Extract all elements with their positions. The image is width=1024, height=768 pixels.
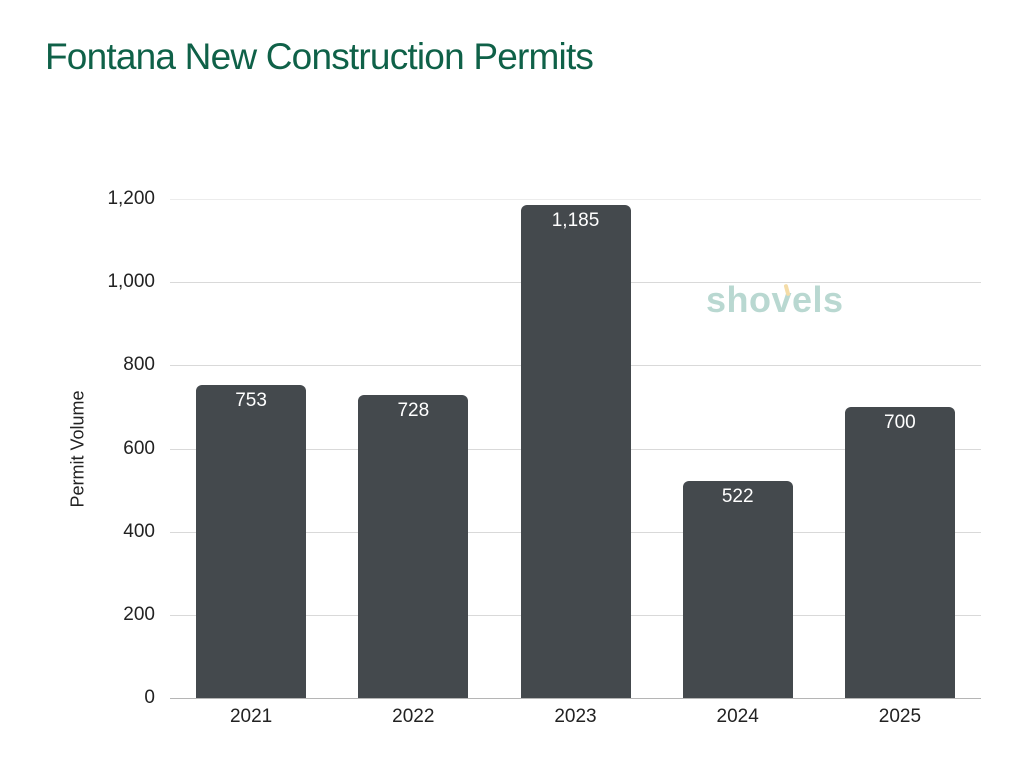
bar-2025: 700 xyxy=(844,406,955,698)
y-tick-label: 200 xyxy=(123,603,155,625)
bar-value-label: 753 xyxy=(235,389,267,411)
chart-title: Fontana New Construction Permits xyxy=(45,36,594,77)
bar-value-label: 700 xyxy=(884,411,916,433)
bar-value-label: 522 xyxy=(721,485,754,507)
bar-value-label: 728 xyxy=(397,400,430,422)
x-tick-label: 2024 xyxy=(716,706,759,727)
x-tick-label: 2025 xyxy=(878,706,922,727)
plot-area: 753 728 1,185 522 700 xyxy=(170,199,981,699)
bar-2023: 1,185 xyxy=(520,205,631,698)
y-tick-label: 600 xyxy=(123,437,155,459)
y-tick-label: 1,200 xyxy=(107,188,155,209)
y-tick-label: 0 xyxy=(144,687,155,708)
bar-value-label: 1,185 xyxy=(551,210,600,232)
bar-2022: 728 xyxy=(358,395,469,698)
y-tick-label: 400 xyxy=(123,520,155,542)
y-tick-label: 1,000 xyxy=(107,271,155,293)
bar-2021: 753 xyxy=(196,384,307,698)
bar-2024: 522 xyxy=(682,480,793,698)
x-axis-line xyxy=(170,698,981,699)
x-tick-label: 2021 xyxy=(229,706,273,727)
shovels-logo-watermark: shovels xyxy=(706,279,844,320)
y-tick-label: 800 xyxy=(123,354,155,376)
x-tick-label: 2023 xyxy=(554,706,597,727)
x-tick-label: 2022 xyxy=(392,706,435,727)
gridline xyxy=(170,199,981,200)
